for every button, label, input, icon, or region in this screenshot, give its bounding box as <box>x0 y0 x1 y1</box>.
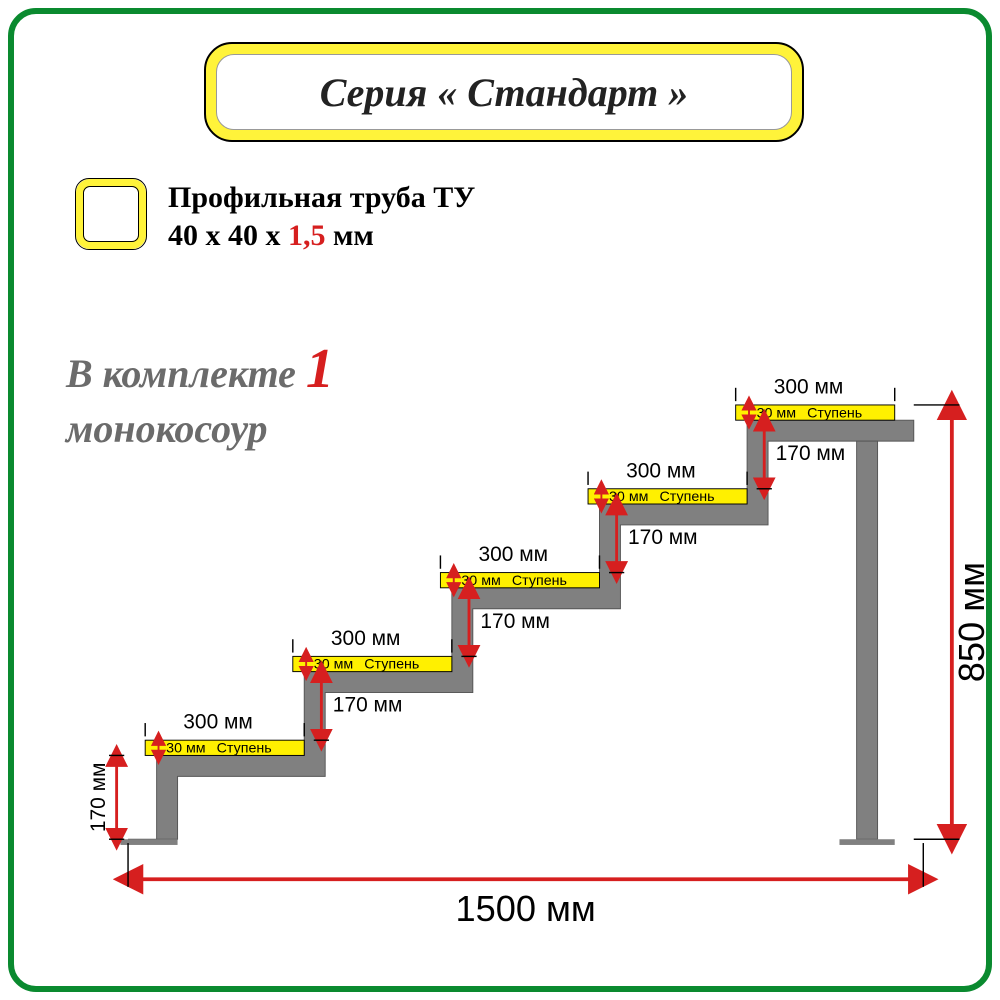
svg-text:850 мм: 850 мм <box>951 562 992 682</box>
svg-text:Ступень: Ступень <box>364 657 419 673</box>
profile-tube-icon <box>76 179 146 249</box>
svg-text:30 мм: 30 мм <box>609 489 648 505</box>
svg-text:300 мм: 300 мм <box>183 711 253 734</box>
profile-dims-suffix: мм <box>326 219 374 252</box>
svg-text:30 мм: 30 мм <box>314 657 353 673</box>
svg-text:170 мм: 170 мм <box>87 763 110 833</box>
profile-section: Профильная труба ТУ 40 х 40 х 1,5 мм <box>76 179 475 254</box>
svg-text:170 мм: 170 мм <box>333 694 403 717</box>
svg-text:Ступень: Ступень <box>512 573 567 589</box>
title-text: Серия « Стандарт » <box>320 69 689 116</box>
svg-text:170 мм: 170 мм <box>628 526 698 549</box>
svg-text:300 мм: 300 мм <box>626 459 696 482</box>
svg-text:Ступень: Ступень <box>659 489 714 505</box>
svg-text:170 мм: 170 мм <box>776 442 846 465</box>
svg-text:30 мм: 30 мм <box>461 573 500 589</box>
title-inner: Серия « Стандарт » <box>216 54 792 130</box>
svg-text:300 мм: 300 мм <box>479 543 549 566</box>
svg-text:Ступень: Ступень <box>217 741 272 757</box>
svg-text:300 мм: 300 мм <box>331 627 401 650</box>
profile-text: Профильная труба ТУ 40 х 40 х 1,5 мм <box>168 179 475 254</box>
svg-text:1500 мм: 1500 мм <box>456 888 596 929</box>
profile-line1: Профильная труба ТУ <box>168 181 475 214</box>
svg-text:170 мм: 170 мм <box>480 610 550 633</box>
stair-diagram: 30 мм Ступень 300 мм 170 мм 30 мм Ступень 300 … <box>74 344 944 944</box>
profile-thickness: 1,5 <box>288 219 326 252</box>
title-badge: Серия « Стандарт » <box>204 42 804 142</box>
outer-frame: Серия « Стандарт » Профильная труба ТУ 4… <box>8 8 992 992</box>
svg-text:Ступень: Ступень <box>807 405 862 421</box>
svg-text:30 мм: 30 мм <box>166 741 205 757</box>
profile-dims-prefix: 40 х 40 х <box>168 219 288 252</box>
svg-text:300 мм: 300 мм <box>774 376 844 399</box>
svg-text:30 мм: 30 мм <box>757 405 796 421</box>
